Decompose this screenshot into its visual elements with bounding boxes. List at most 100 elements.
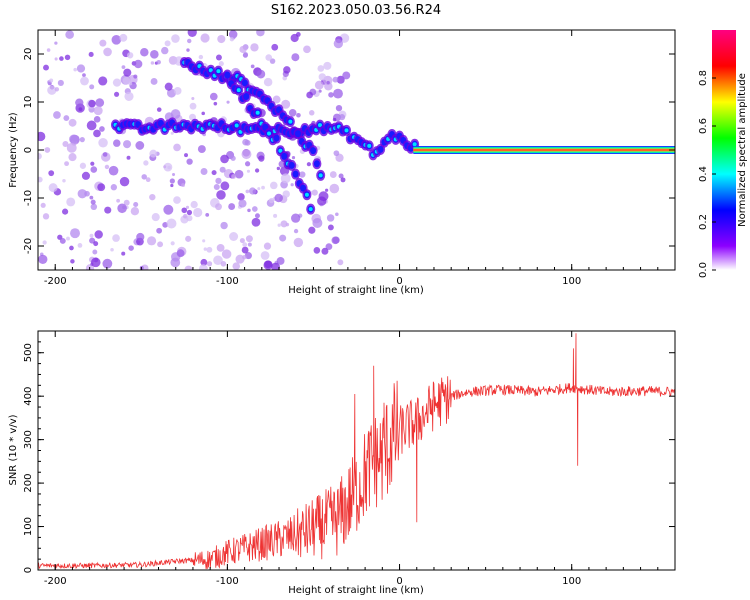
spectrogram-noise-blob bbox=[279, 234, 287, 242]
spectrogram-noise-blob bbox=[181, 207, 188, 214]
spectrogram-noise-blob bbox=[248, 187, 257, 195]
spectrogram-noise-blob bbox=[337, 259, 344, 266]
snr-x-tick-label: -200 bbox=[44, 576, 67, 587]
spectrogram-noise-blob bbox=[243, 52, 249, 57]
spectrogram-ridge-core bbox=[377, 145, 384, 153]
spectrogram-noise-blob bbox=[277, 223, 281, 227]
spectrogram-noise-blob bbox=[241, 149, 252, 160]
spectrogram-noise-blob bbox=[173, 196, 181, 204]
spectrogram-noise-blob bbox=[247, 242, 252, 247]
spectrogram-noise-blob bbox=[143, 160, 149, 166]
spectrogram-noise-blob bbox=[260, 251, 270, 260]
spectrogram-noise-blob bbox=[173, 87, 182, 95]
spectrogram-noise-blob bbox=[88, 51, 94, 57]
spectrogram-noise-blob bbox=[299, 171, 306, 178]
spectrogram-noise-blob bbox=[54, 57, 58, 61]
spectrogram-noise-blob bbox=[206, 261, 213, 267]
spectrogram-ridge-core bbox=[243, 92, 250, 100]
spectrogram-ridge-peak bbox=[367, 143, 372, 148]
spectrogram-noise-blob bbox=[340, 177, 346, 183]
spectrogram-noise-blob bbox=[308, 226, 316, 234]
spectrogram-noise-blob bbox=[205, 212, 210, 217]
spectrogram-noise-blob bbox=[338, 114, 346, 121]
spectrogram-noise-blob bbox=[202, 239, 206, 243]
spectrogram-noise-blob bbox=[62, 140, 69, 148]
spectrogram-noise-blob bbox=[216, 190, 226, 200]
spectrogram-noise-blob bbox=[281, 99, 291, 109]
spectrogram-ridge-core bbox=[224, 71, 231, 79]
spectrogram-noise-blob bbox=[90, 161, 95, 166]
spectrogram-noise-blob bbox=[43, 64, 49, 71]
spectrogram-noise-blob bbox=[93, 129, 101, 138]
spectrogram-noise-blob bbox=[136, 232, 145, 242]
spectrogram-noise-blob bbox=[123, 68, 132, 77]
spectrogram-marks bbox=[38, 30, 675, 270]
spectrogram-noise-blob bbox=[244, 161, 251, 167]
spectrogram-ridge-core bbox=[292, 170, 299, 178]
spectrogram-noise-blob bbox=[150, 50, 159, 59]
spectrogram-noise-blob bbox=[254, 213, 260, 219]
colorbar-gradient bbox=[712, 30, 736, 270]
spectrogram-noise-blob bbox=[282, 190, 290, 198]
spectrogram-noise-blob bbox=[169, 178, 175, 184]
spectrogram-ridge-peak bbox=[236, 88, 241, 93]
spectrogram-noise-blob bbox=[235, 254, 245, 264]
spectrogram-noise-blob bbox=[291, 53, 300, 62]
spectrogram-noise-blob bbox=[108, 165, 119, 176]
spectrogram-noise-blob bbox=[199, 264, 208, 270]
spectrogram-noise-blob bbox=[280, 220, 288, 228]
spectrogram-noise-blob bbox=[213, 101, 218, 106]
spectrogram-noise-blob bbox=[323, 61, 332, 70]
spectrogram-noise-blob bbox=[325, 243, 333, 250]
spectrogram-noise-blob bbox=[99, 126, 105, 132]
spectrogram-noise-blob bbox=[263, 77, 273, 87]
snr-plot-area bbox=[38, 331, 675, 570]
spectrogram-noise-blob bbox=[140, 48, 149, 57]
spectrogram-noise-blob bbox=[170, 109, 181, 119]
spectrogram-ridge-peak bbox=[318, 123, 323, 128]
spectrogram-noise-blob bbox=[256, 69, 266, 79]
spectrogram-noise-blob bbox=[121, 251, 126, 256]
spectrogram-noise-blob bbox=[221, 249, 232, 259]
spectrogram-ridge-core bbox=[281, 152, 288, 160]
spectrogram-noise-blob bbox=[70, 259, 75, 264]
spectrogram-noise-blob bbox=[335, 104, 343, 112]
spectrogram-noise-blob bbox=[128, 245, 134, 251]
spectrogram-noise-blob bbox=[238, 199, 247, 208]
spectrogram-noise-blob bbox=[213, 184, 220, 191]
spectrogram-ridge-peak bbox=[267, 131, 272, 136]
snr-x-tick-label: 100 bbox=[562, 576, 581, 587]
spectrogram-noise-blob bbox=[44, 147, 51, 153]
snr-x-tick-label: 0 bbox=[396, 576, 402, 587]
spectrogram-noise-blob bbox=[291, 156, 296, 160]
spectrogram-noise-blob bbox=[213, 255, 223, 266]
spectrogram-noise-blob bbox=[312, 217, 323, 228]
spectrogram-noise-blob bbox=[332, 117, 337, 122]
spectrogram-noise-blob bbox=[216, 243, 225, 252]
spectrogram-noise-blob bbox=[217, 34, 226, 44]
spectrogram-ridge-core bbox=[300, 184, 307, 192]
spectrogram-noise-blob bbox=[247, 208, 251, 213]
spectrogram-noise-blob bbox=[166, 218, 177, 229]
spectrogram-noise-blob bbox=[332, 76, 339, 83]
spectrogram-noise-blob bbox=[164, 40, 171, 47]
spectrogram-noise-blob bbox=[303, 45, 311, 54]
spectrogram-noise-blob bbox=[90, 257, 101, 268]
spectrogram-noise-blob bbox=[232, 262, 241, 270]
spectrogram-noise-blob bbox=[170, 257, 181, 268]
spectrogram-noise-blob bbox=[325, 188, 329, 192]
snr-y-label: SNR (10 * v/v) bbox=[8, 414, 19, 485]
spectrogram-noise-blob bbox=[318, 191, 329, 202]
spectrogram-noise-blob bbox=[226, 100, 230, 104]
spectrogram-noise-blob bbox=[48, 170, 55, 177]
spectrogram-noise-blob bbox=[89, 237, 96, 244]
spectrogram-noise-blob bbox=[185, 205, 190, 209]
spectrogram-noise-blob bbox=[63, 115, 70, 121]
spectrogram-ridge-peak bbox=[412, 142, 417, 147]
spectrogram-noise-blob bbox=[244, 252, 252, 260]
spectrogram-noise-blob bbox=[311, 189, 318, 196]
spectrogram-noise-blob bbox=[186, 48, 190, 52]
spectrogram-noise-blob bbox=[119, 176, 130, 187]
spectrogram-noise-blob bbox=[220, 181, 230, 191]
